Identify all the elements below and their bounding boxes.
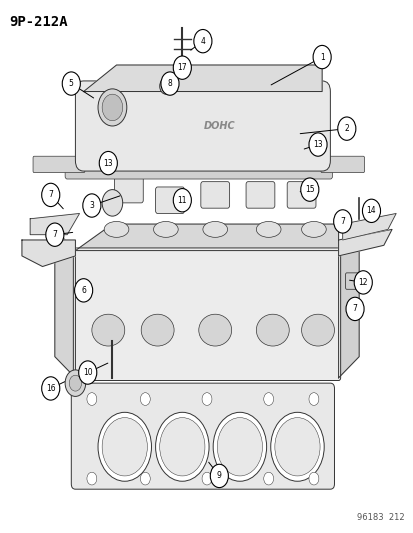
FancyBboxPatch shape [33,156,85,173]
Circle shape [83,194,101,217]
FancyBboxPatch shape [71,383,334,489]
Text: 96183  212: 96183 212 [356,513,404,522]
Text: DOHC: DOHC [203,121,235,131]
Circle shape [202,472,211,485]
Circle shape [102,418,147,476]
Circle shape [74,279,93,302]
Circle shape [159,418,204,476]
Circle shape [140,393,150,406]
Circle shape [202,393,211,406]
Circle shape [159,78,172,94]
Circle shape [69,375,81,391]
Circle shape [42,377,59,400]
FancyBboxPatch shape [75,81,330,171]
Circle shape [345,297,363,320]
Circle shape [300,178,318,201]
Text: 11: 11 [177,196,187,205]
Ellipse shape [141,314,174,346]
Circle shape [173,189,191,212]
Circle shape [155,413,209,481]
Circle shape [193,29,211,53]
Circle shape [263,393,273,406]
Circle shape [263,472,273,485]
Ellipse shape [301,221,325,237]
Circle shape [312,45,330,69]
Circle shape [102,94,122,120]
Circle shape [42,183,59,207]
Ellipse shape [301,314,334,346]
Circle shape [270,413,323,481]
Text: 16: 16 [46,384,55,393]
Circle shape [78,361,97,384]
Circle shape [98,89,126,126]
Ellipse shape [198,314,231,346]
Text: 2: 2 [344,124,348,133]
FancyBboxPatch shape [345,273,363,289]
Text: 10: 10 [83,368,93,377]
Circle shape [87,472,97,485]
Circle shape [337,117,355,140]
Circle shape [46,223,64,246]
Circle shape [217,418,262,476]
Ellipse shape [92,314,124,346]
Text: 9P-212A: 9P-212A [9,14,68,29]
Circle shape [274,418,319,476]
Polygon shape [338,224,358,378]
Polygon shape [342,214,395,240]
Text: 1: 1 [319,53,324,62]
Ellipse shape [256,314,289,346]
Text: 14: 14 [366,206,375,215]
Circle shape [308,393,318,406]
Text: 17: 17 [177,63,187,72]
Circle shape [102,190,122,216]
FancyBboxPatch shape [200,182,229,208]
Polygon shape [55,229,75,378]
Circle shape [333,210,351,233]
FancyBboxPatch shape [320,156,363,173]
Text: 7: 7 [339,217,344,226]
Ellipse shape [153,221,178,237]
Text: 7: 7 [48,190,53,199]
Ellipse shape [256,221,280,237]
Circle shape [99,151,117,175]
Circle shape [361,199,380,222]
Text: 7: 7 [352,304,356,313]
FancyBboxPatch shape [65,160,332,179]
FancyBboxPatch shape [114,176,143,203]
FancyBboxPatch shape [155,187,184,214]
Text: 9: 9 [216,471,221,480]
Circle shape [140,472,150,485]
FancyBboxPatch shape [245,182,274,208]
Circle shape [308,472,318,485]
Circle shape [213,413,266,481]
Ellipse shape [104,221,128,237]
Circle shape [173,56,191,79]
Text: 4: 4 [200,37,205,46]
Text: 6: 6 [81,286,86,295]
Polygon shape [75,224,338,251]
Text: 7: 7 [52,230,57,239]
Polygon shape [30,214,79,235]
Ellipse shape [202,221,227,237]
Polygon shape [338,229,391,256]
Circle shape [87,393,97,406]
Circle shape [98,413,151,481]
Text: 8: 8 [167,79,172,88]
Polygon shape [22,240,75,266]
Polygon shape [83,65,321,92]
Text: 15: 15 [304,185,314,194]
FancyBboxPatch shape [73,248,340,381]
Text: 3: 3 [89,201,94,210]
Circle shape [62,72,80,95]
Text: 12: 12 [358,278,367,287]
Text: 5: 5 [69,79,74,88]
Circle shape [354,271,371,294]
Text: 13: 13 [313,140,322,149]
Circle shape [161,72,178,95]
Circle shape [308,133,326,156]
Circle shape [65,370,85,397]
Text: 13: 13 [103,159,113,167]
Circle shape [210,464,228,488]
FancyBboxPatch shape [287,182,315,208]
